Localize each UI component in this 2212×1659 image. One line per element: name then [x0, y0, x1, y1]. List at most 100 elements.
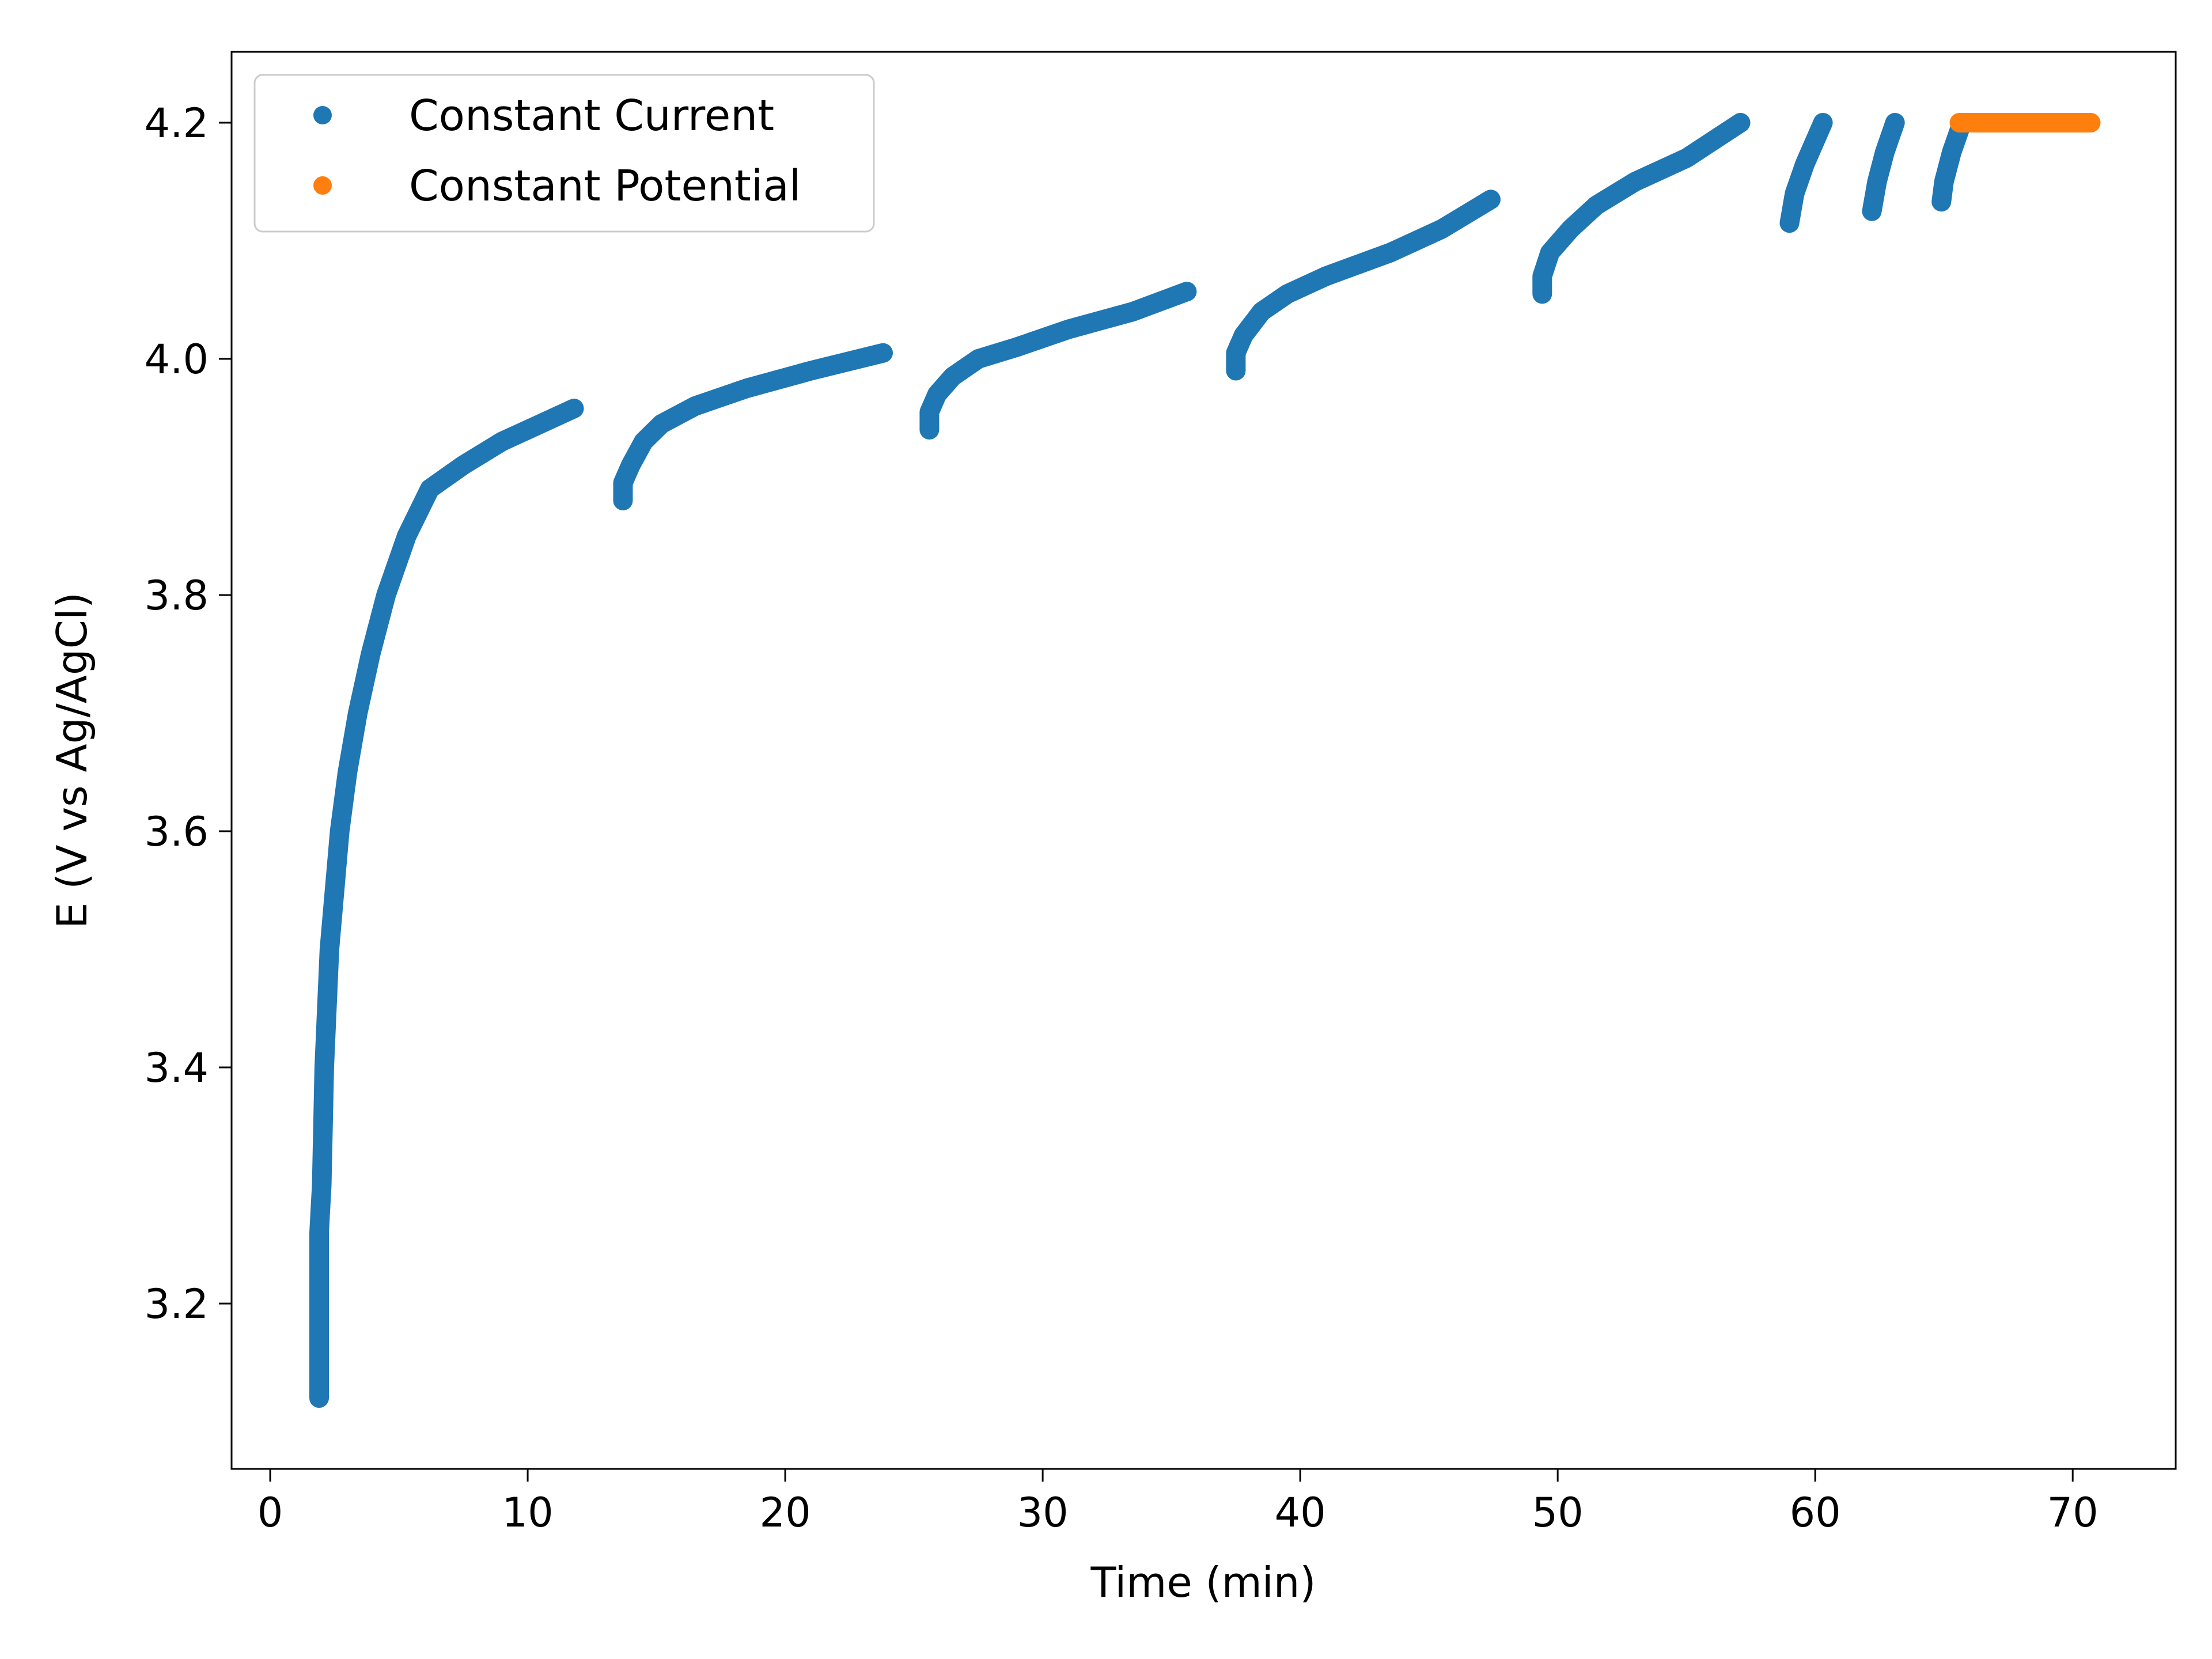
data-point: [1177, 282, 1196, 301]
data-point: [1433, 219, 1451, 238]
data-point: [1862, 202, 1881, 221]
legend-marker-constant-potential: [313, 176, 332, 195]
legend-marker-constant-current: [313, 106, 332, 124]
data-point: [1481, 190, 1500, 209]
data-point: [1226, 343, 1245, 362]
data-point: [311, 1200, 330, 1218]
y-tick-label: 4.2: [145, 100, 209, 147]
data-point: [454, 456, 473, 475]
data-point: [1123, 302, 1142, 321]
legend-box: [253, 74, 875, 233]
data-point: [320, 940, 339, 959]
x-tick-label: 40: [1275, 1489, 1326, 1536]
series-layer: [309, 113, 2101, 1408]
data-point: [1059, 320, 1078, 339]
data-point: [361, 645, 380, 664]
data-point: [1950, 113, 1969, 132]
data-point: [1868, 172, 1887, 191]
data-point: [531, 414, 550, 433]
plot-frame: [230, 51, 2177, 1470]
data-point: [1316, 267, 1335, 286]
data-point: [315, 1058, 334, 1077]
data-point: [1796, 154, 1815, 173]
data-point: [330, 822, 349, 840]
data-point: [613, 474, 632, 493]
data-point: [1533, 285, 1552, 304]
legend-label-constant-potential: Constant Potential: [409, 161, 801, 211]
legend-label-constant-current: Constant Current: [409, 91, 774, 141]
data-point: [310, 1389, 328, 1407]
data-point: [920, 403, 939, 422]
data-point: [1932, 192, 1951, 211]
data-point: [943, 367, 962, 386]
x-tick-label: 50: [1532, 1489, 1584, 1536]
data-point: [1226, 361, 1245, 380]
series-segment: [1931, 113, 1972, 212]
data-point: [421, 479, 440, 498]
x-tick-label: 30: [1017, 1489, 1069, 1536]
data-point: [1278, 285, 1297, 304]
data-point: [338, 763, 357, 782]
data-point: [2081, 113, 2100, 132]
y-tick-label: 3.2: [145, 1281, 209, 1328]
data-point: [1587, 196, 1606, 215]
data-point: [969, 350, 988, 368]
x-tick-label: 0: [257, 1489, 283, 1536]
data-point: [349, 704, 367, 722]
data-point: [685, 397, 704, 415]
data-point: [737, 379, 756, 398]
y-tick-label: 3.4: [145, 1044, 209, 1092]
data-point: [565, 399, 584, 418]
data-point: [493, 432, 512, 451]
data-point: [310, 1259, 328, 1278]
x-tick-label: 70: [2047, 1489, 2099, 1536]
data-point: [1007, 338, 1027, 357]
series-segment: [1779, 113, 1833, 233]
data-point: [652, 414, 671, 433]
data-point: [1561, 219, 1580, 238]
data-point: [1234, 326, 1253, 344]
data-point: [312, 1176, 331, 1195]
data-point: [634, 432, 653, 451]
data-point: [325, 881, 344, 900]
data-point: [317, 999, 336, 1018]
series-segment: [1862, 113, 1905, 221]
data-point: [313, 1117, 332, 1136]
series-constant-potential: [1949, 113, 2101, 132]
data-point: [1731, 113, 1750, 132]
data-point: [1677, 149, 1696, 168]
data-point: [1934, 172, 1953, 191]
data-point: [1381, 243, 1400, 262]
data-point: [1533, 267, 1552, 286]
data-point: [310, 1224, 328, 1242]
data-point: [1942, 143, 1961, 162]
x-axis: 0 10 20 30 40 50 60 70: [257, 1469, 2099, 1536]
x-tick-label: 10: [502, 1489, 554, 1536]
y-axis-label: E (V vs Ag/AgCl): [48, 592, 96, 929]
data-point: [1540, 243, 1559, 262]
data-point: [397, 527, 416, 546]
data-point: [801, 361, 820, 380]
data-point: [874, 343, 892, 362]
x-tick-label: 20: [760, 1489, 811, 1536]
x-tick-label: 60: [1790, 1489, 1841, 1536]
data-point: [1885, 113, 1904, 132]
y-tick-label: 3.8: [145, 572, 209, 619]
data-point: [1785, 184, 1804, 203]
data-point: [613, 491, 632, 510]
data-point: [1813, 113, 1832, 132]
x-axis-label: Time (min): [1090, 1558, 1316, 1607]
data-point: [1252, 302, 1271, 321]
data-point: [1780, 214, 1799, 233]
data-point: [920, 421, 939, 439]
y-axis: 3.2 3.4 3.6 3.8 4.0 4.2: [145, 100, 232, 1328]
data-point: [1626, 172, 1645, 191]
data-point: [927, 385, 946, 404]
y-tick-label: 4.0: [145, 336, 209, 383]
y-tick-label: 3.6: [145, 808, 209, 855]
data-point: [621, 456, 640, 475]
data-point: [1875, 143, 1894, 162]
legend: Constant Current Constant Potential: [253, 74, 875, 233]
